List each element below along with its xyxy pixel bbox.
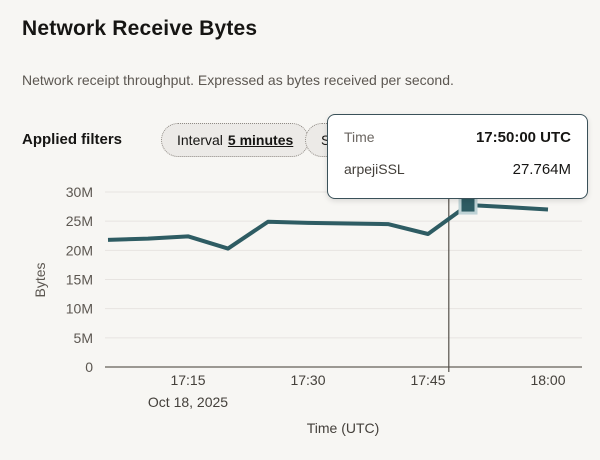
tooltip-time-value: 17:50:00 UTC <box>475 129 571 146</box>
interval-filter-value[interactable]: 5 minutes <box>227 132 294 148</box>
x-tick-label: 17:45 <box>410 372 445 388</box>
x-tick-label: 17:30 <box>290 372 325 388</box>
page-title: Network Receive Bytes <box>22 17 258 40</box>
interval-filter-pill[interactable]: Interval 5 minutes <box>161 123 310 157</box>
y-axis-title: Bytes <box>32 262 48 298</box>
tooltip-series-label: arpejiSSL <box>344 161 405 177</box>
page-subtitle: Network receipt throughput. Expressed as… <box>22 72 454 88</box>
interval-filter-name: Interval <box>177 132 223 148</box>
x-axis-title: Time (UTC) <box>306 420 380 436</box>
x-tick-label: 17:15 <box>170 372 205 388</box>
hovered-point-marker <box>458 195 478 215</box>
tooltip-time-label: Time <box>344 129 375 145</box>
y-tick-label: 20M <box>66 242 93 258</box>
tooltip-time-row: Time 17:50:00 UTC <box>344 129 571 146</box>
y-tick-label: 5M <box>74 330 93 346</box>
y-tick-label: 10M <box>66 301 93 317</box>
y-tick-label: 30M <box>66 184 93 200</box>
statistic-filter-partial-text: S <box>321 132 331 148</box>
y-tick-label: 25M <box>66 213 93 229</box>
chart-tooltip: Time 17:50:00 UTC arpejiSSL 27.764M <box>327 114 588 199</box>
tooltip-series-row: arpejiSSL 27.764M <box>344 161 571 178</box>
x-axis-date-label: Oct 18, 2025 <box>147 394 229 410</box>
x-tick-label: 18:00 <box>530 372 565 388</box>
y-tick-label: 0 <box>85 359 93 375</box>
applied-filters-label: Applied filters <box>22 131 123 148</box>
series-line <box>107 203 549 251</box>
tooltip-series-value: 27.764M <box>512 161 571 178</box>
y-tick-label: 15M <box>66 272 93 288</box>
